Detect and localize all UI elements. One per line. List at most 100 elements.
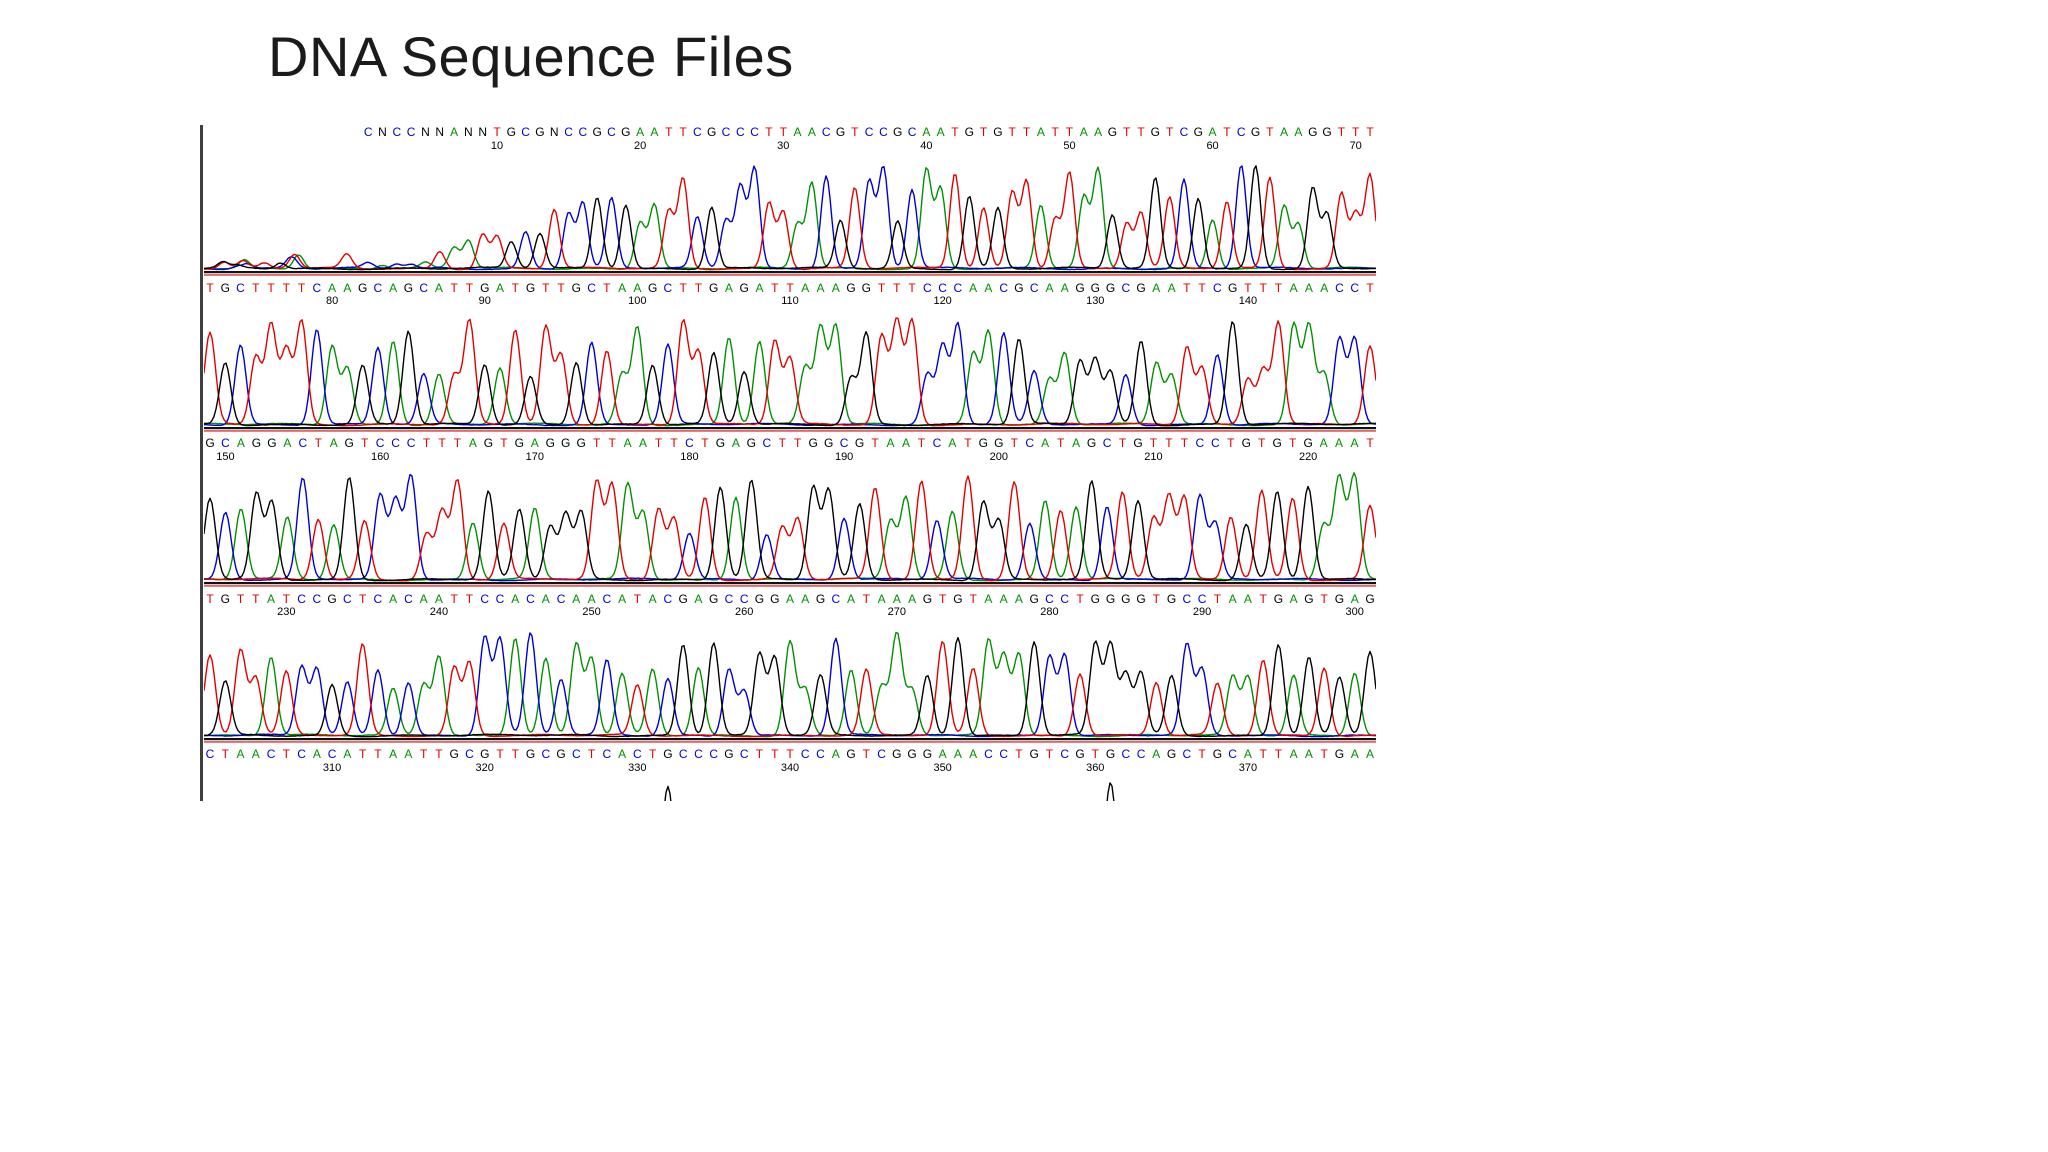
trace-channel-A <box>204 166 1376 271</box>
base-letter: T <box>1118 436 1127 450</box>
base-letter: C <box>999 280 1008 295</box>
base-letter: G <box>754 591 765 606</box>
base-letter: A <box>1228 591 1237 606</box>
base-letter: T <box>938 591 947 606</box>
base-letter: T <box>1337 125 1346 139</box>
base-letter: C <box>821 125 831 139</box>
base-letter: A <box>541 591 550 606</box>
base-letter: T <box>755 747 764 761</box>
base-letter: C <box>571 747 581 761</box>
base-letter: A <box>938 747 947 761</box>
base-letter: G <box>1090 591 1100 606</box>
base-letter: C <box>932 436 942 450</box>
base-letter: C <box>1025 436 1035 450</box>
base-letter: C <box>419 280 428 295</box>
trace-baseline <box>204 737 1376 740</box>
base-letter: A <box>755 280 764 295</box>
base-letter: T <box>1091 747 1099 761</box>
base-letter: T <box>236 591 245 606</box>
position-tick: 210 <box>1144 450 1163 463</box>
position-tick: 270 <box>887 606 907 618</box>
base-letter: G <box>1136 280 1146 295</box>
base-letter: T <box>358 747 367 761</box>
base-letter: T <box>282 280 290 295</box>
base-letter: A <box>1320 280 1329 295</box>
base-letter: A <box>984 591 993 606</box>
base-letter: N <box>421 125 430 139</box>
base-letter: C <box>938 280 947 295</box>
base-letter: G <box>327 591 337 606</box>
trace-channel-T <box>204 640 1376 737</box>
base-letter: C <box>465 747 474 761</box>
base-letter: C <box>762 436 772 450</box>
base-letter: T <box>1259 280 1267 295</box>
base-letter: G <box>1029 747 1039 761</box>
base-letter: C <box>839 436 849 450</box>
base-letter: C <box>1060 747 1070 761</box>
base-letter: G <box>922 591 933 606</box>
base-letter: T <box>871 436 879 450</box>
base-letter: G <box>525 747 536 761</box>
base-letter: C <box>564 125 573 139</box>
base-letter: A <box>623 436 632 450</box>
base-letter: G <box>1166 747 1177 761</box>
base-letter: T <box>206 591 214 606</box>
base-letter: A <box>1289 591 1298 606</box>
base-letter: G <box>1105 591 1116 606</box>
position-tick: 230 <box>277 606 296 618</box>
base-letter: C <box>724 591 734 606</box>
base-letter: A <box>1243 591 1252 606</box>
base-letter: G <box>357 280 368 295</box>
base-letter: C <box>297 747 306 761</box>
base-letter: G <box>861 280 871 295</box>
base-letter: G <box>707 125 717 139</box>
base-letter: T <box>1259 747 1267 761</box>
base-letter: T <box>453 436 462 450</box>
chromatogram-trace <box>204 316 1376 431</box>
trace-baseline <box>204 271 1376 274</box>
position-tick: 60 <box>1206 139 1219 152</box>
base-letter: C <box>373 591 383 606</box>
base-letter: G <box>1212 747 1223 761</box>
base-letter: T <box>877 280 886 295</box>
base-letter: C <box>1182 747 1192 761</box>
base-letter: A <box>404 747 413 761</box>
base-letter: T <box>511 280 519 295</box>
base-letter: G <box>480 747 490 761</box>
base-letter: A <box>1280 125 1289 139</box>
base-letter: C <box>607 125 616 139</box>
base-letter: G <box>846 747 856 761</box>
base-letter: G <box>449 747 459 761</box>
base-letter: A <box>618 591 627 606</box>
base-letter: A <box>1060 280 1069 295</box>
position-tick: 320 <box>475 761 494 774</box>
trace-channel-T <box>204 475 1376 582</box>
base-letter: A <box>785 591 794 606</box>
base-letter: C <box>373 280 383 295</box>
base-letter: C <box>1197 591 1207 606</box>
base-letter: G <box>1121 591 1131 606</box>
base-letter: A <box>572 591 581 606</box>
base-letter: C <box>556 591 566 606</box>
base-letter: G <box>621 125 631 139</box>
base-letter: C <box>678 747 688 761</box>
base-letter: G <box>545 436 555 450</box>
base-letter: G <box>1075 747 1085 761</box>
base-letter: A <box>328 280 337 295</box>
base-letter: C <box>879 125 888 139</box>
base-letter: T <box>1288 436 1297 450</box>
base-letter: A <box>892 591 901 606</box>
base-letter: A <box>807 125 816 139</box>
base-letter: A <box>953 747 962 761</box>
trace-channel-G <box>204 636 1376 737</box>
base-letter: G <box>724 747 734 761</box>
base-letter: G <box>953 591 963 606</box>
base-letter: T <box>1022 125 1031 139</box>
base-letter: C <box>750 125 759 139</box>
base-letter: T <box>665 125 673 139</box>
position-tick: 170 <box>525 450 544 463</box>
position-tick: 40 <box>920 139 933 152</box>
base-letter: C <box>663 591 673 606</box>
base-letter: T <box>435 747 443 761</box>
base-letter: T <box>500 436 508 450</box>
